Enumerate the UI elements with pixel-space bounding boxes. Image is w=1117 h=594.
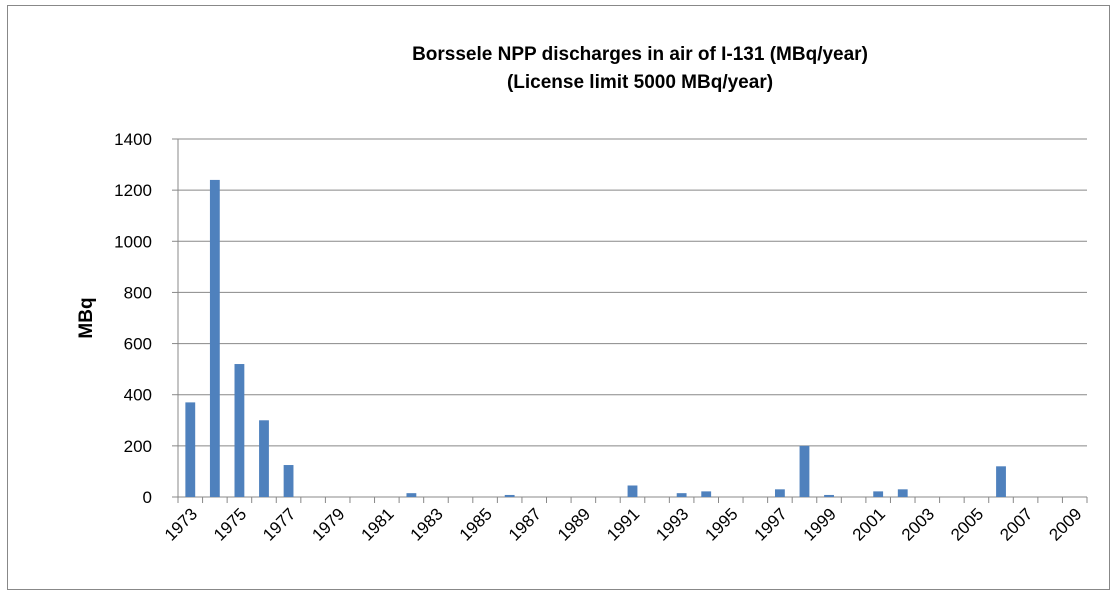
y-tick-label: 400 bbox=[124, 386, 152, 405]
y-tick-label: 1200 bbox=[114, 181, 152, 200]
chart-border bbox=[7, 5, 1110, 590]
y-tick-label: 1000 bbox=[114, 232, 152, 251]
y-tick-label: 600 bbox=[124, 335, 152, 354]
bar bbox=[259, 420, 269, 497]
bar bbox=[209, 179, 220, 497]
y-axis-label: MBq bbox=[76, 297, 97, 338]
bar bbox=[799, 445, 810, 497]
bar bbox=[627, 485, 638, 497]
y-tick-label: 200 bbox=[124, 437, 152, 456]
bar bbox=[897, 489, 908, 497]
bar bbox=[701, 491, 712, 497]
bar bbox=[774, 489, 785, 497]
y-tick-label: 0 bbox=[143, 488, 152, 507]
bar bbox=[676, 493, 687, 497]
bar bbox=[185, 402, 196, 497]
chart-subtitle: (License limit 5000 MBq/year) bbox=[507, 72, 773, 93]
bar bbox=[504, 494, 515, 497]
bar bbox=[234, 364, 245, 497]
chart-title: Borssele NPP discharges in air of I-131 … bbox=[412, 44, 868, 65]
bar bbox=[873, 491, 884, 497]
y-tick-label: 800 bbox=[124, 283, 152, 302]
bar bbox=[283, 465, 294, 497]
bar bbox=[406, 493, 417, 497]
y-tick-label: 1400 bbox=[114, 130, 152, 149]
bar bbox=[996, 466, 1006, 497]
bar bbox=[824, 494, 834, 497]
